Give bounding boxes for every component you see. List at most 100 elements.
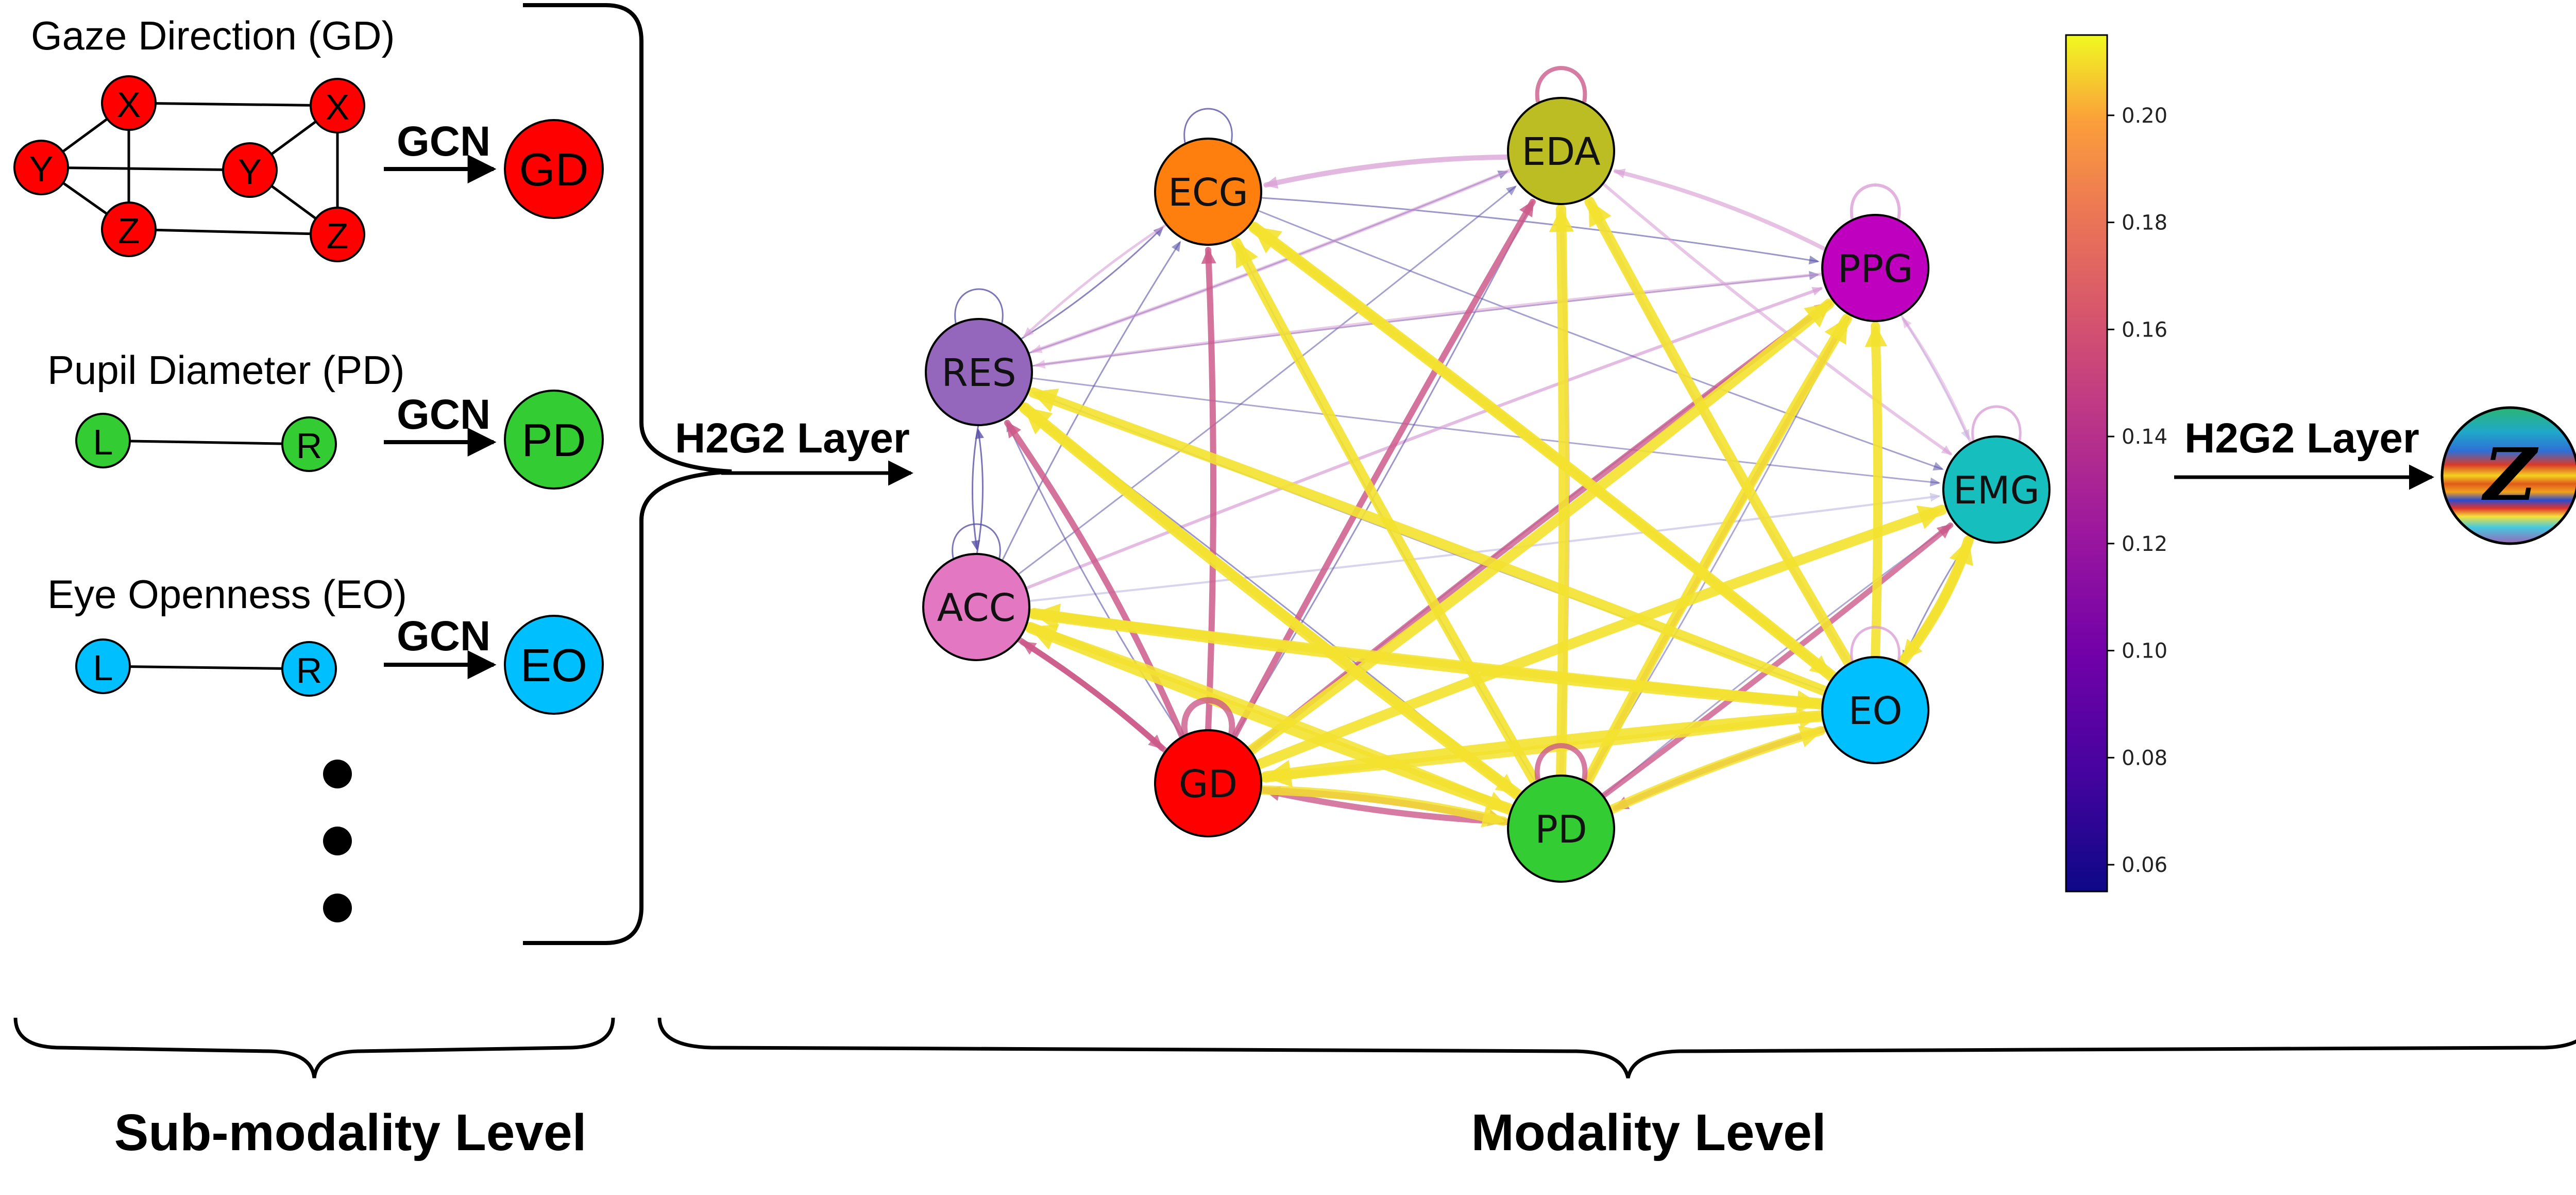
eye-openness-title: Eye Openness (EO): [47, 571, 407, 617]
edge-gd-eo: [1257, 712, 1822, 782]
edge-arrowhead: [1023, 327, 1034, 338]
svg-text:R: R: [296, 650, 323, 691]
edge-ppg-emg: [1900, 313, 1970, 440]
node-pd: PD: [1507, 775, 1615, 883]
svg-text:R: R: [296, 426, 323, 466]
node-gd: GD: [1154, 729, 1262, 837]
edge-arrowhead: [1006, 421, 1022, 439]
svg-text:GD: GD: [519, 144, 589, 196]
svg-text:Y: Y: [238, 152, 262, 192]
svg-text:PD: PD: [521, 415, 586, 466]
edge-res-acc: [972, 424, 979, 550]
svg-text:Z: Z: [118, 211, 140, 251]
edge-arrowhead: [1035, 360, 1046, 369]
self-loop-ppg: [1850, 183, 1901, 220]
edge-res-emg: [1030, 377, 1940, 484]
edge-acc-emg: [1028, 495, 1940, 602]
edge-arrowhead: [1824, 317, 1848, 345]
svg-text:Y: Y: [29, 149, 54, 189]
self-loop-emg: [1971, 405, 2022, 441]
node-eo: EO: [1821, 656, 1929, 764]
edge-acc-ppg: [1024, 287, 1823, 590]
h2g2-layer-label-left: H2G2 Layer: [675, 415, 910, 462]
edge-acc-pd: [1022, 621, 1511, 812]
gaze-node-x2: X: [310, 78, 365, 133]
edge-arrowhead: [1796, 690, 1820, 713]
svg-text:X: X: [326, 87, 350, 127]
edge-arrowhead: [1798, 709, 1820, 729]
edge-arrowhead: [1809, 655, 1831, 676]
edge-arrowhead: [1495, 773, 1517, 794]
edge-eda-res: [1031, 168, 1514, 354]
edge-arrowhead: [1929, 477, 1941, 487]
colorbar: 0.20 0.18 0.16 0.14 0.12 0.10 0.08 0.06: [2065, 34, 2167, 893]
svg-text:EO: EO: [520, 640, 587, 692]
edge-pd-eda: [1556, 204, 1569, 781]
edge-arrowhead: [1929, 493, 1941, 502]
edge-acc-eda: [1017, 186, 1516, 576]
pupil-node-r: R: [281, 416, 337, 472]
edge-arrowhead: [1171, 241, 1181, 252]
modality-nodes: EDA ECG PPG RES EMG ACC EO GD PD: [922, 97, 2050, 883]
self-loop-pd: [1534, 743, 1588, 780]
edge-arrowhead: [975, 428, 984, 440]
edge-arrowhead: [1235, 241, 1258, 269]
gd-output-node: GD: [504, 119, 604, 219]
edge-arrowhead: [1798, 726, 1823, 748]
node-eda: EDA: [1507, 97, 1615, 205]
submodality-level-label: Sub-modality Level: [114, 1104, 587, 1162]
edge-arrowhead: [1936, 524, 1952, 539]
edge-arrowhead: [1519, 200, 1534, 217]
edge-gd-res: [1006, 422, 1183, 738]
edge-ppg-eda: [1613, 169, 1828, 252]
self-loop-eda: [1535, 66, 1587, 103]
edge-pd-ecg: [1231, 237, 1541, 787]
edge-eda-ecg: [1263, 154, 1511, 188]
ellipsis-dots: [323, 760, 352, 922]
edge-arrowhead: [1264, 176, 1279, 189]
gaze-node-x1: X: [101, 75, 157, 131]
edge-pd-gd: [1263, 787, 1512, 825]
edge-gd-res: [1004, 419, 1185, 740]
edge-arrowhead: [1811, 287, 1823, 296]
eye-node-l: L: [75, 638, 131, 694]
edge-gd-ecg: [1205, 247, 1216, 733]
gaze-node-y1: Y: [13, 140, 69, 195]
node-label: ECG: [1168, 171, 1248, 215]
svg-text:X: X: [117, 85, 141, 125]
svg-text:L: L: [93, 648, 113, 688]
edge-ecg-eo: [1246, 220, 1834, 679]
edge-arrowhead: [1505, 185, 1517, 196]
colorbar-tick-label: 0.10: [2122, 639, 2167, 663]
node-label: EDA: [1521, 130, 1600, 174]
edge-eda-emg: [1601, 182, 1952, 456]
gaze-node-z1: Z: [101, 201, 157, 257]
node-res: RES: [925, 318, 1033, 426]
edge-acc-ecg: [1001, 242, 1181, 562]
node-ecg: ECG: [1154, 138, 1262, 246]
edge-pd-emg: [1600, 522, 1954, 799]
edge-arrowhead: [1933, 462, 1944, 471]
node-emg: EMG: [1942, 435, 2050, 544]
submodality-level-brace: [13, 1017, 615, 1079]
h2g2-layer-label-right: H2G2 Layer: [2184, 415, 2419, 462]
edge-acc-eo: [1024, 608, 1822, 709]
colorbar-tick-label: 0.08: [2122, 746, 2167, 770]
edge-arrowhead: [1031, 344, 1043, 353]
edge-arrowhead: [1808, 255, 1820, 265]
edge-arrowhead: [1549, 207, 1574, 232]
gaze-node-z2: Z: [310, 207, 365, 262]
node-label: PD: [1535, 807, 1587, 852]
edge-eo-res: [1028, 387, 1831, 697]
edge-arrowhead: [1916, 506, 1944, 529]
edge-arrowhead: [1902, 638, 1923, 661]
pupil-diameter-title: Pupil Diameter (PD): [47, 347, 405, 393]
svg-text:Z: Z: [2481, 433, 2539, 517]
node-ppg: PPG: [1821, 214, 1929, 322]
pupil-diameter-graph: Pupil Diameter (PD) L R GCN PD: [47, 347, 604, 490]
edge-arrowhead: [1021, 641, 1037, 655]
pd-output-node: PD: [504, 390, 604, 490]
edge-arrowhead: [1902, 317, 1912, 329]
eo-output-node: EO: [504, 615, 604, 715]
